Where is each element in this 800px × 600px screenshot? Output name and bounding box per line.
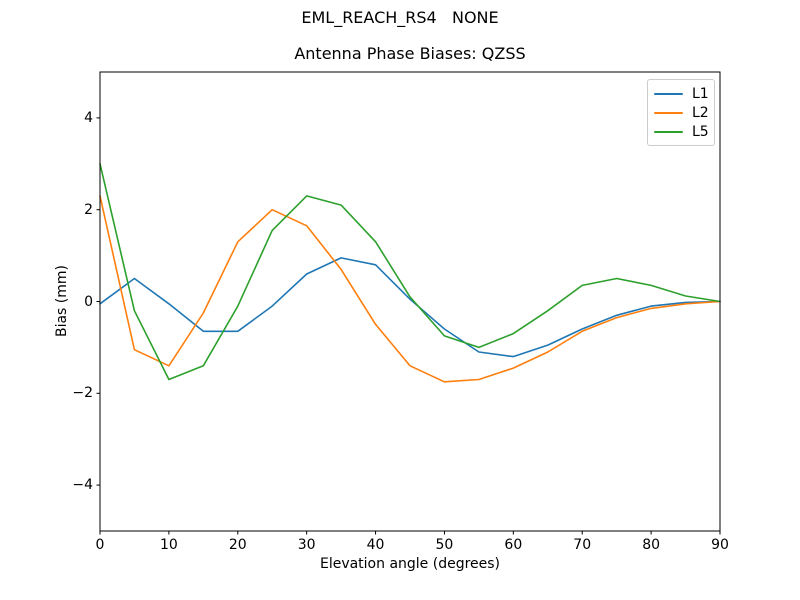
x-tick-label: 50 bbox=[435, 537, 454, 553]
legend-line-sample-L5 bbox=[654, 130, 683, 133]
y-tick-label: 2 bbox=[84, 201, 93, 218]
x-tick-label: 30 bbox=[297, 537, 316, 553]
x-tick-label: 90 bbox=[711, 537, 729, 553]
series-line-L2 bbox=[99, 195, 721, 383]
y-axis-ticks bbox=[96, 117, 100, 486]
legend-label: L2 bbox=[692, 104, 709, 121]
y-tick-label: 0 bbox=[84, 293, 93, 310]
x-tick-label: 80 bbox=[642, 537, 661, 553]
x-tick-label: 60 bbox=[504, 537, 523, 553]
x-tick-label: 70 bbox=[573, 537, 592, 553]
legend-label: L5 bbox=[692, 123, 709, 140]
plot-border bbox=[99, 71, 721, 532]
x-tick-label: 20 bbox=[228, 537, 247, 553]
legend-label: L1 bbox=[692, 85, 709, 102]
x-tick-label: 0 bbox=[95, 537, 105, 553]
legend-entry-L1: L1 bbox=[654, 87, 710, 101]
figure-suptitle: EML_REACH_RS4 NONE bbox=[301, 8, 499, 27]
y-axis-label: Bias (mm) bbox=[54, 264, 70, 338]
legend-line-sample-L1 bbox=[654, 92, 683, 95]
series-line-L5 bbox=[99, 163, 721, 381]
x-axis-label: Elevation angle (degrees) bbox=[319, 556, 501, 572]
x-axis-ticks bbox=[99, 531, 721, 535]
y-tick-label: −2 bbox=[72, 385, 93, 402]
legend-entry-L2: L2 bbox=[654, 106, 710, 120]
x-tick-label: 10 bbox=[159, 537, 178, 553]
x-tick-label: 40 bbox=[366, 537, 385, 553]
axes-title: Antenna Phase Biases: QZSS bbox=[294, 44, 526, 63]
legend-line-sample-L2 bbox=[654, 111, 683, 114]
legend-entry-L5: L5 bbox=[654, 125, 710, 139]
y-tick-label: 4 bbox=[84, 109, 93, 126]
legend: L1 L2 L5 bbox=[647, 79, 715, 146]
plot-lines-layer bbox=[99, 163, 721, 383]
series-line-L1 bbox=[99, 257, 721, 358]
y-tick-label: −4 bbox=[72, 477, 93, 494]
